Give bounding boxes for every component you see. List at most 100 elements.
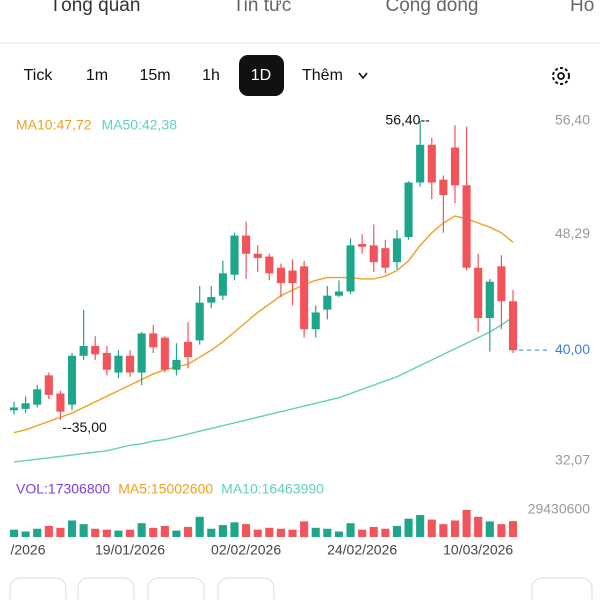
volume-bar: [253, 529, 262, 537]
candle-body: [334, 291, 343, 296]
volume-bar: [462, 510, 471, 537]
timeframe[interactable]: Tick: [24, 67, 54, 84]
ma-line: [13, 215, 514, 434]
candle-body: [149, 333, 158, 348]
x-tick-label: 10/03/2026: [443, 542, 513, 558]
gear-center: [557, 72, 565, 80]
timeframe-selected[interactable]: 1D: [251, 67, 271, 84]
volume-tick-label: 29430600: [528, 501, 591, 517]
candle-body: [56, 393, 65, 412]
volume-bar: [346, 523, 355, 537]
candle-body: [33, 389, 42, 405]
candle-body: [416, 144, 425, 183]
volume-bar: [218, 525, 227, 537]
volume-bar: [125, 529, 135, 537]
candle-body: [369, 245, 378, 263]
volume-bar: [9, 529, 19, 537]
volume-bar: [334, 531, 343, 537]
gear-teeth: [552, 67, 570, 85]
candle-body: [311, 312, 320, 330]
candle-body: [125, 355, 135, 373]
annotation: 56,40--: [385, 112, 430, 128]
candle-body: [253, 253, 262, 258]
volume-bar: [242, 524, 251, 537]
volume-bar: [160, 525, 169, 537]
timeframe[interactable]: 15m: [139, 67, 170, 84]
candle-body: [462, 185, 471, 268]
candle-body: [160, 337, 169, 370]
candle-body: [218, 273, 227, 296]
candle-body: [392, 238, 402, 263]
volume-bar: [311, 527, 320, 537]
volume-bar: [137, 523, 146, 537]
tab[interactable]: Ho: [570, 0, 594, 16]
candle-body: [381, 248, 390, 268]
volume-bar: [79, 524, 88, 537]
volume-bar: [44, 525, 53, 537]
candle-body: [91, 345, 100, 355]
tab[interactable]: Tin tức: [233, 0, 291, 16]
candle-body: [21, 403, 30, 409]
candle-body: [67, 355, 77, 405]
bottom-buttons: [9, 577, 593, 600]
volume-bar: [67, 520, 77, 537]
candle-body: [508, 301, 518, 351]
candle-body: [288, 270, 297, 284]
ma-line: [13, 316, 514, 463]
volume-bar: [207, 528, 216, 537]
annotation: --35,00: [62, 419, 107, 435]
candle-body: [242, 235, 251, 254]
volume-bar: [439, 524, 448, 537]
volume-bar: [427, 519, 436, 537]
candle-body: [439, 179, 448, 196]
tab[interactable]: Tổng quan: [50, 0, 141, 16]
candle-body: [114, 355, 123, 373]
button[interactable]: [217, 577, 275, 600]
y-tick-label: 32,07: [555, 452, 590, 468]
volume-bar: [230, 522, 239, 537]
chart: MA10:47,72 MA50:42,38 56,40 48,29 32,07 40,00…: [9, 112, 591, 558]
x-tick-label: 19/01/2026: [95, 542, 165, 558]
candle-body: [300, 266, 309, 330]
volume-bar: [149, 527, 158, 537]
candle-body: [102, 352, 111, 370]
volume-label: MA5:15002600: [118, 481, 213, 497]
timeframe-more[interactable]: Thêm: [302, 67, 343, 84]
volume-bar: [33, 528, 42, 537]
volume-bar: [369, 526, 378, 537]
timeframe[interactable]: 1h: [202, 67, 220, 84]
volume-bar: [404, 518, 413, 537]
volume-bar: [381, 528, 390, 537]
volume-bar: [416, 514, 425, 537]
chevron: [358, 72, 368, 80]
volume-bar: [172, 530, 181, 537]
candle-body: [474, 267, 483, 319]
candle-body: [265, 256, 274, 274]
settings-icon[interactable]: [552, 67, 570, 85]
tab[interactable]: Cộng đồng: [386, 0, 479, 16]
volume-bar: [485, 521, 494, 537]
timeframe[interactable]: 1m: [86, 67, 108, 84]
candle-body: [230, 235, 239, 275]
volume-bar: [184, 526, 193, 537]
candle-body: [346, 245, 355, 292]
volume-bar: [91, 528, 100, 537]
button[interactable]: [9, 577, 67, 600]
candle-body: [172, 359, 181, 370]
candle-body: [9, 407, 19, 411]
button[interactable]: [77, 577, 135, 600]
candle-body: [184, 341, 193, 358]
volume-bar: [300, 521, 309, 537]
volume-bar: [276, 528, 285, 537]
candle-body: [427, 144, 436, 183]
candle-body: [404, 182, 413, 237]
candle-body: [323, 295, 332, 310]
candle-body: [207, 297, 216, 303]
candle-body: [137, 333, 146, 373]
button[interactable]: [531, 577, 593, 600]
volume-bar: [195, 516, 204, 537]
volume-label: VOL:17306800: [16, 481, 110, 497]
volume-bar: [288, 529, 297, 537]
button[interactable]: [147, 577, 205, 600]
